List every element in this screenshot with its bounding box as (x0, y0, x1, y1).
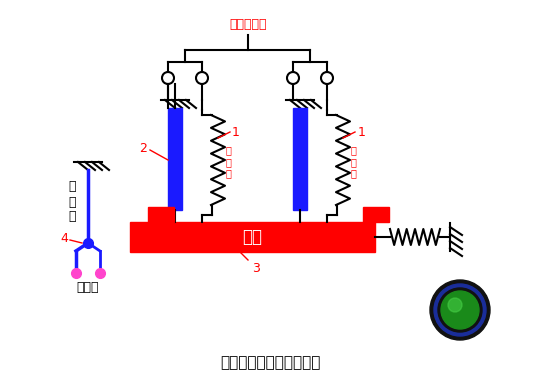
Circle shape (441, 291, 479, 329)
FancyBboxPatch shape (293, 108, 307, 210)
Text: 接电机: 接电机 (77, 281, 99, 294)
Text: 接
电
源: 接 电 源 (68, 180, 76, 223)
Text: 热继电器工作原理示意图: 热继电器工作原理示意图 (220, 356, 320, 370)
Circle shape (438, 288, 482, 332)
Text: 热
元
件: 热 元 件 (225, 146, 231, 179)
FancyBboxPatch shape (148, 207, 174, 222)
FancyBboxPatch shape (130, 222, 375, 252)
FancyBboxPatch shape (168, 108, 182, 210)
Circle shape (448, 298, 462, 312)
Text: 4: 4 (60, 231, 68, 244)
Text: 2: 2 (139, 141, 147, 155)
FancyBboxPatch shape (363, 207, 389, 222)
Text: 1: 1 (232, 127, 240, 139)
Text: 热
元
件: 热 元 件 (350, 146, 356, 179)
Text: 1: 1 (358, 127, 366, 139)
Text: 3: 3 (252, 262, 260, 275)
Circle shape (434, 284, 486, 336)
Text: 导板: 导板 (242, 228, 262, 246)
Circle shape (430, 280, 490, 340)
Text: 接电机定子: 接电机定子 (229, 18, 267, 31)
